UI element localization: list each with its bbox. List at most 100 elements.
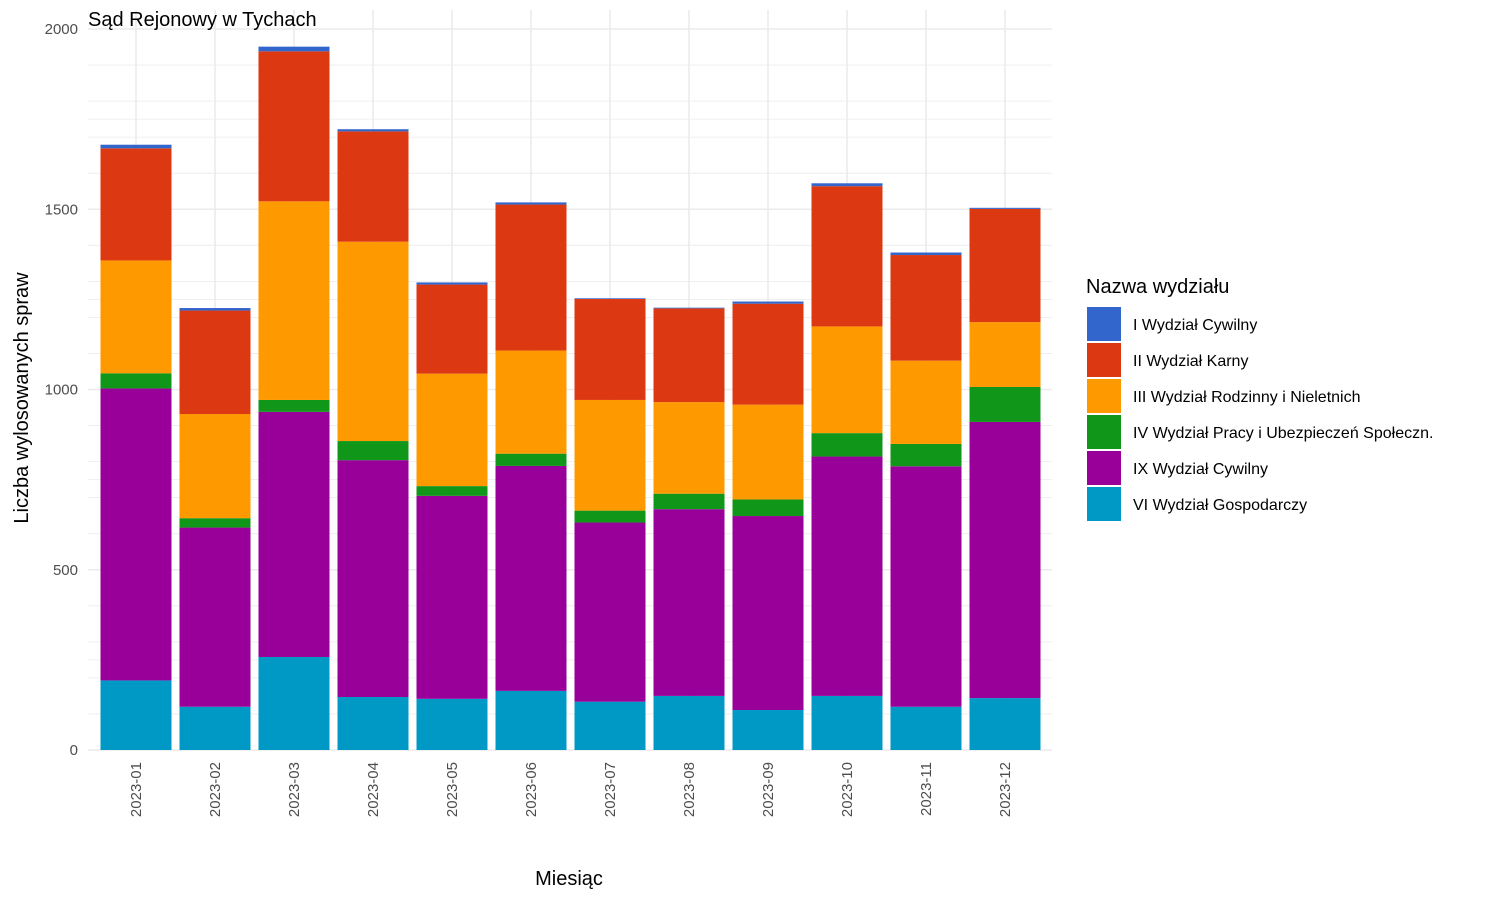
bar-segment bbox=[258, 411, 330, 657]
bar-segment bbox=[574, 399, 646, 511]
bar-segment bbox=[337, 460, 409, 698]
bar-segment bbox=[495, 350, 567, 454]
bar-segment bbox=[890, 466, 962, 707]
bar-segment bbox=[811, 183, 883, 187]
bar-segment bbox=[179, 518, 251, 528]
bar-segment bbox=[100, 680, 172, 750]
bar-segment bbox=[890, 252, 962, 256]
x-tick-label: 2023-11 bbox=[918, 762, 935, 816]
bar-segment bbox=[179, 414, 251, 519]
bar-segment bbox=[969, 698, 1041, 750]
bar-segment bbox=[811, 186, 883, 327]
x-tick-label: 2023-02 bbox=[207, 762, 224, 817]
bar-segment bbox=[100, 388, 172, 681]
legend-swatch bbox=[1087, 379, 1121, 413]
x-tick-label: 2023-01 bbox=[128, 762, 145, 817]
bar-segment bbox=[100, 148, 172, 261]
bar-segment bbox=[416, 284, 488, 374]
bar-segment bbox=[732, 301, 804, 304]
x-tick-label: 2023-05 bbox=[444, 762, 461, 817]
bar-segment bbox=[495, 465, 567, 691]
bar-segment bbox=[732, 404, 804, 500]
bar-segment bbox=[337, 697, 409, 750]
legend-label: IV Wydział Pracy i Ubezpieczeń Społeczn. bbox=[1133, 425, 1433, 442]
y-tick-label: 1000 bbox=[45, 382, 78, 399]
bars bbox=[100, 46, 1041, 750]
bar-segment bbox=[416, 282, 488, 285]
bar-segment bbox=[890, 255, 962, 361]
x-tick-label: 2023-10 bbox=[839, 762, 856, 817]
legend-label: III Wydział Rodzinny i Nieletnich bbox=[1133, 389, 1361, 406]
x-tick-label: 2023-12 bbox=[997, 762, 1014, 817]
bar-segment bbox=[811, 326, 883, 434]
bar-segment bbox=[890, 706, 962, 750]
bar-segment bbox=[258, 399, 330, 412]
bar-segment bbox=[258, 46, 330, 52]
bar-segment bbox=[969, 386, 1041, 422]
bar-segment bbox=[653, 493, 725, 510]
bar-segment bbox=[337, 241, 409, 442]
bar-segment bbox=[732, 709, 804, 750]
y-tick-label: 1500 bbox=[45, 201, 78, 218]
bar-segment bbox=[337, 441, 409, 461]
legend-title: Nazwa wydziału bbox=[1086, 276, 1229, 298]
bar-segment bbox=[416, 698, 488, 750]
x-tick-label: 2023-07 bbox=[602, 762, 619, 817]
bar-segment bbox=[653, 307, 725, 309]
bar-segment bbox=[416, 486, 488, 496]
legend-label: II Wydział Karny bbox=[1133, 353, 1248, 370]
x-tick-label: 2023-08 bbox=[681, 762, 698, 817]
legend-label: I Wydział Cywilny bbox=[1133, 317, 1257, 334]
legend-swatch bbox=[1087, 343, 1121, 377]
bar-segment bbox=[811, 695, 883, 750]
bar-segment bbox=[495, 690, 567, 750]
bar-segment bbox=[574, 298, 646, 300]
legend-swatch bbox=[1087, 451, 1121, 485]
bar-segment bbox=[495, 202, 567, 205]
bar-segment bbox=[416, 373, 488, 487]
bar-segment bbox=[495, 204, 567, 351]
bar-segment bbox=[811, 433, 883, 457]
bar-segment bbox=[179, 706, 251, 750]
bar-segment bbox=[574, 299, 646, 400]
x-axis-ticks: 2023-01 2023-02 2023-03 2023-04 2023-05 2023-… bbox=[128, 762, 1014, 817]
bar-segment bbox=[890, 443, 962, 467]
y-axis-ticks: 0 500 1000 1500 2000 bbox=[45, 21, 78, 759]
bar-segment bbox=[100, 144, 172, 149]
bar-segment bbox=[100, 260, 172, 374]
bar-segment bbox=[653, 509, 725, 696]
bar-segment bbox=[732, 516, 804, 710]
x-tick-label: 2023-03 bbox=[286, 762, 303, 817]
legend-swatch bbox=[1087, 487, 1121, 521]
bar-segment bbox=[969, 207, 1041, 209]
bar-segment bbox=[337, 131, 409, 242]
x-axis-title: Miesiąc bbox=[535, 868, 603, 890]
bar-segment bbox=[179, 527, 251, 707]
bar-segment bbox=[890, 360, 962, 444]
y-tick-label: 500 bbox=[53, 562, 78, 579]
bar-segment bbox=[732, 499, 804, 517]
x-tick-label: 2023-06 bbox=[523, 762, 540, 817]
y-axis-title: Liczba wylosowanych spraw bbox=[11, 272, 33, 524]
bar-segment bbox=[100, 373, 172, 389]
legend-label: VI Wydział Gospodarczy bbox=[1133, 497, 1307, 514]
x-tick-label: 2023-09 bbox=[760, 762, 777, 817]
bar-segment bbox=[258, 51, 330, 202]
bar-segment bbox=[969, 322, 1041, 387]
y-tick-label: 0 bbox=[70, 742, 78, 759]
bar-segment bbox=[258, 201, 330, 400]
bar-segment bbox=[969, 421, 1041, 699]
bar-segment bbox=[574, 510, 646, 523]
bar-segment bbox=[653, 402, 725, 494]
bar-segment bbox=[574, 522, 646, 702]
legend-swatch bbox=[1087, 307, 1121, 341]
legend-label: IX Wydział Cywilny bbox=[1133, 461, 1268, 478]
legend-swatch bbox=[1087, 415, 1121, 449]
bar-segment bbox=[653, 695, 725, 750]
bar-segment bbox=[969, 208, 1041, 323]
bar-segment bbox=[732, 303, 804, 405]
bar-segment bbox=[179, 308, 251, 311]
bar-segment bbox=[574, 701, 646, 750]
legend: Nazwa wydziału I Wydział Cywilny II Wydzi… bbox=[1086, 276, 1433, 521]
